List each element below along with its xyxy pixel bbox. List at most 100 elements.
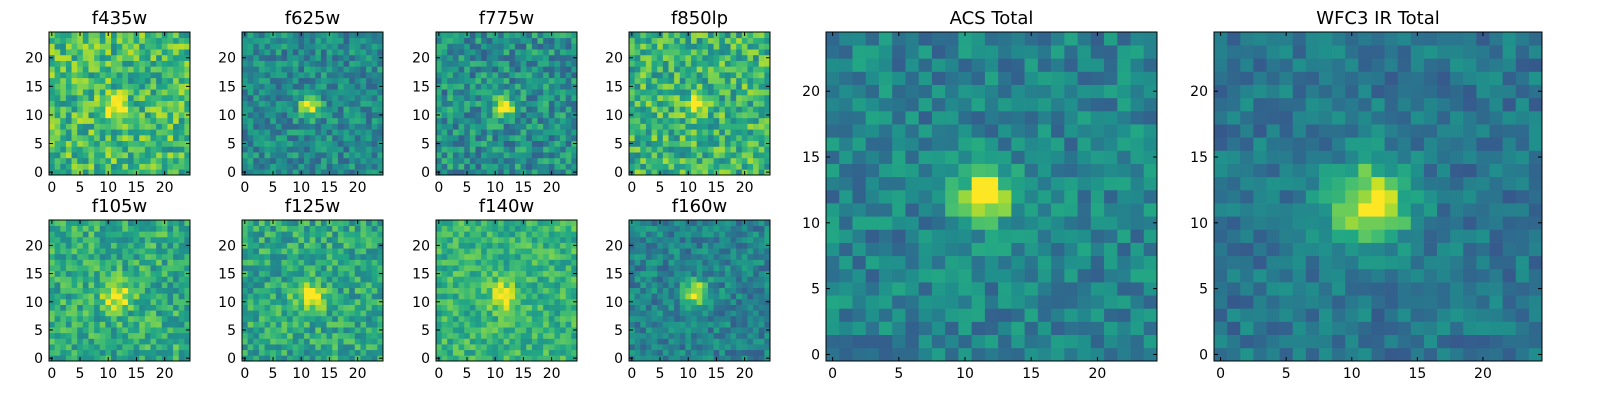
heatmap-cell: [447, 293, 454, 300]
heatmap-cell: [156, 259, 163, 266]
heatmap-cell: [304, 49, 311, 56]
heatmap-cell: [481, 169, 488, 176]
heatmap-cell: [469, 332, 476, 339]
heatmap-cell: [122, 310, 129, 317]
heatmap-cell: [645, 140, 652, 147]
heatmap-cell: [509, 259, 516, 266]
heatmap-cell: [304, 344, 311, 351]
heatmap-cell: [82, 146, 89, 153]
heatmap-cell: [548, 117, 555, 124]
heatmap-cell: [54, 259, 61, 266]
heatmap-cell: [736, 77, 743, 84]
heatmap-cell: [571, 321, 578, 328]
heatmap-cell: [178, 293, 185, 300]
heatmap-cell: [270, 231, 277, 238]
heatmap-cell: [366, 77, 373, 84]
x-tick-label: 15: [321, 180, 339, 196]
heatmap-cell: [281, 72, 288, 79]
heatmap-cell: [161, 253, 168, 260]
heatmap-cell: [167, 231, 174, 238]
heatmap-cell: [139, 270, 146, 277]
heatmap-cell: [503, 157, 510, 164]
heatmap-cell: [343, 310, 350, 317]
heatmap-cell: [281, 152, 288, 159]
heatmap-cell: [287, 298, 294, 305]
heatmap-cell: [713, 83, 720, 90]
heatmap-cell: [139, 134, 146, 142]
heatmap-cell: [105, 112, 112, 119]
heatmap-cell: [54, 152, 61, 159]
heatmap-cell: [360, 43, 367, 50]
heatmap-cell: [354, 310, 361, 317]
heatmap-cell: [554, 304, 561, 311]
heatmap-cell: [452, 293, 459, 300]
axes-frame: [628, 31, 771, 176]
heatmap-cell: [281, 100, 288, 107]
heatmap-cell: [105, 270, 112, 277]
heatmap-cell: [161, 298, 168, 305]
heatmap-cell: [264, 77, 271, 84]
heatmap-cell: [702, 287, 709, 294]
heatmap-cell: [94, 327, 101, 334]
heatmap-cell: [65, 100, 72, 107]
heatmap-cell: [503, 282, 510, 289]
heatmap-cell: [651, 32, 658, 39]
heatmap-cell: [71, 225, 78, 232]
heatmap-cell: [481, 60, 488, 67]
heatmap-cell: [258, 117, 265, 124]
heatmap-cell: [127, 276, 134, 283]
heatmap-cell: [674, 60, 681, 67]
heatmap-cell: [543, 276, 550, 283]
heatmap-cell: [247, 106, 254, 113]
heatmap-cell: [270, 60, 277, 67]
heatmap-cell: [571, 72, 578, 79]
heatmap-cell: [537, 117, 544, 124]
heatmap-cell: [707, 89, 714, 96]
heatmap-cell: [537, 49, 544, 56]
heatmap-cell: [436, 89, 442, 96]
heatmap-cell: [71, 253, 78, 260]
heatmap-cell: [764, 293, 771, 300]
heatmap-cell: [492, 321, 499, 328]
heatmap-cell: [452, 54, 459, 61]
heatmap-cell: [304, 43, 311, 50]
heatmap-cell: [133, 72, 140, 79]
heatmap-cell: [320, 315, 327, 322]
heatmap-cell: [133, 123, 140, 130]
heatmap-cell: [764, 94, 771, 101]
heatmap-cell: [486, 112, 493, 119]
heatmap-cell: [264, 169, 271, 176]
heatmap-cell: [377, 315, 384, 322]
heatmap-cell: [320, 321, 327, 328]
heatmap-cell: [161, 89, 168, 96]
heatmap-cell: [304, 304, 311, 311]
heatmap-cell: [156, 32, 163, 39]
heatmap-cell: [696, 106, 703, 113]
heatmap-cell: [696, 77, 703, 84]
heatmap-cell: [469, 134, 476, 142]
heatmap-cell: [719, 66, 726, 73]
heatmap-cell: [71, 332, 78, 339]
heatmap-cell: [458, 298, 465, 305]
heatmap-cell: [475, 123, 482, 130]
heatmap-cell: [509, 282, 516, 289]
heatmap-cell: [452, 310, 459, 317]
heatmap-cell: [366, 248, 373, 255]
heatmap-cell: [287, 344, 294, 351]
heatmap-cell: [724, 123, 731, 130]
heatmap-cell: [144, 117, 151, 124]
heatmap-cell: [304, 140, 311, 147]
heatmap-cell: [747, 293, 754, 300]
heatmap-cell: [116, 259, 123, 266]
heatmap-cell: [371, 169, 378, 176]
heatmap-cell: [258, 163, 265, 170]
heatmap-cell: [447, 282, 454, 289]
heatmap-cell: [730, 43, 737, 50]
heatmap-cell: [441, 49, 448, 56]
heatmap-cell: [741, 54, 748, 61]
heatmap-cell: [343, 134, 350, 142]
heatmap-cell: [492, 236, 499, 243]
heatmap-cell: [281, 32, 288, 39]
heatmap-cell: [253, 32, 260, 39]
